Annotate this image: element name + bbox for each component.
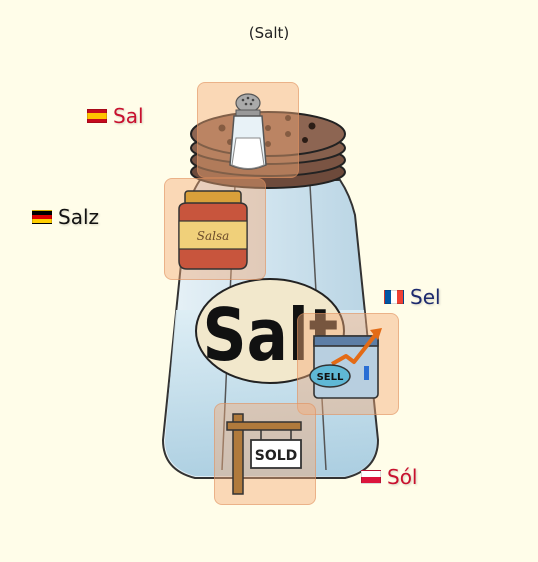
translation-pl-text: Sól (387, 465, 418, 489)
translation-pl: Sól (361, 465, 418, 489)
sold-sign-icon: SOLD (226, 413, 302, 495)
translation-es: Sal (87, 104, 144, 128)
poland-flag-icon (361, 470, 381, 484)
translation-fr: Sel (384, 285, 441, 309)
sell-chart-label: SELL (317, 372, 344, 383)
salsa-jar-icon-tile: Salsa (164, 178, 266, 280)
sell-chart-icon-tile: SELL (297, 313, 399, 415)
france-flag-icon (384, 290, 404, 304)
salt-shaker-icon-tile (197, 82, 299, 178)
jar-label-oval (195, 278, 345, 384)
sold-sign-label: SOLD (255, 448, 298, 464)
translation-fr-text: Sel (410, 285, 441, 309)
sell-chart-icon: SELL (309, 328, 382, 399)
page-title: (Salt) (248, 24, 290, 42)
salsa-jar-icon: Salsa (178, 190, 248, 270)
spain-flag-icon (87, 109, 107, 123)
germany-flag-icon (32, 210, 52, 224)
salsa-jar-label: Salsa (197, 229, 230, 243)
salt-shaker-icon (229, 93, 267, 170)
translation-es-text: Sal (113, 104, 144, 128)
translation-de-text: Salz (58, 205, 100, 229)
translation-de: Salz (32, 205, 99, 229)
sold-sign-icon-tile: SOLD (214, 403, 316, 505)
